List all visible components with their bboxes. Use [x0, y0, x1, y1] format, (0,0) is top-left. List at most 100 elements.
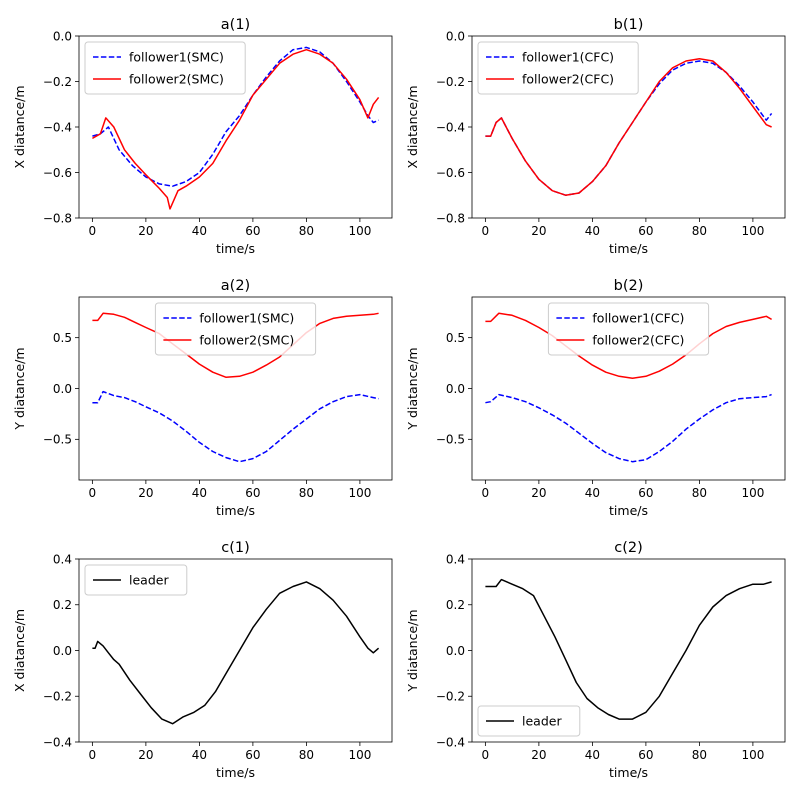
legend: follower1(SMC) follower2(SMC)	[84, 41, 246, 95]
x-tick-label: 40	[192, 486, 207, 500]
x-tick-label: 100	[741, 748, 764, 762]
y-tick-label: 0.0	[446, 382, 465, 396]
x-tick-label: 60	[245, 486, 260, 500]
x-tick-label: 0	[482, 224, 490, 238]
series-line-1	[92, 46, 379, 187]
x-tick-label: 20	[531, 748, 546, 762]
subplot-3: 0 20 40 60 80 100 −0.5 0.0 0.5 a(2) time/s Y diatan…	[12, 278, 393, 518]
x-tick-label: 40	[585, 748, 600, 762]
x-tick-label: 40	[192, 224, 207, 238]
legend-box	[84, 41, 246, 95]
y-tick-label: −0.2	[436, 690, 465, 704]
y-tick-label: −0.8	[43, 211, 72, 225]
legend-label: follower1(CFC)	[522, 50, 614, 65]
x-tick-label: 80	[299, 224, 314, 238]
x-tick-label: 0	[89, 486, 97, 500]
x-tick-label: 60	[638, 486, 653, 500]
y-tick-label: −0.6	[436, 166, 465, 180]
x-tick-label: 60	[245, 224, 260, 238]
y-tick-label: 0.5	[53, 331, 72, 345]
series-line-1	[92, 581, 380, 725]
x-axis-label: time/s	[216, 503, 255, 518]
legend-label: follower2(CFC)	[592, 333, 684, 348]
subplot-2: 0 20 40 60 80 100 −0.8 −0.6 −0.4 −0.2 0.0 b(1) time/…	[405, 17, 786, 256]
x-tick-label: 100	[348, 224, 371, 238]
x-tick-label: 100	[348, 748, 371, 762]
y-tick-label: −0.2	[43, 75, 72, 89]
x-tick-label: 40	[585, 224, 600, 238]
x-axis-label: time/s	[216, 241, 255, 256]
legend-box	[84, 564, 188, 596]
x-tick-label: 80	[299, 748, 314, 762]
legend: follower1(SMC) follower2(SMC)	[154, 302, 317, 356]
y-tick-label: −0.2	[436, 75, 465, 89]
subplot-6: 0 20 40 60 80 100 −0.4 −0.2 0.0 0.2 0.4 c(2) time/s Y…	[405, 540, 786, 780]
x-axis-label: time/s	[609, 241, 648, 256]
y-tick-label: −0.6	[43, 166, 72, 180]
y-tick-label: −0.4	[43, 120, 72, 134]
subplot-title: a(1)	[221, 17, 250, 33]
x-axis-label: time/s	[609, 765, 648, 780]
x-tick-label: 80	[299, 486, 314, 500]
x-axis-label: time/s	[216, 765, 255, 780]
x-tick-label: 0	[482, 486, 490, 500]
y-tick-label: 0.2	[446, 598, 465, 612]
y-tick-label: −0.4	[43, 735, 72, 749]
y-axis-label: X diatance/m	[405, 85, 420, 168]
series-line-2	[92, 48, 380, 210]
legend-label: follower2(SMC)	[129, 72, 224, 87]
y-tick-label: 0.2	[53, 598, 72, 612]
x-tick-label: 20	[138, 224, 153, 238]
y-tick-label: 0.0	[53, 382, 72, 396]
x-tick-label: 60	[245, 748, 260, 762]
legend-label: follower1(SMC)	[199, 311, 294, 326]
y-tick-label: 0.0	[53, 644, 72, 658]
subplot-1: 0 20 40 60 80 100 −0.8 −0.6 −0.4 −0.2 0.0 a(1) time/…	[12, 17, 393, 256]
x-tick-label: 100	[741, 224, 764, 238]
y-tick-label: −0.2	[43, 690, 72, 704]
x-tick-label: 20	[531, 486, 546, 500]
x-tick-label: 0	[482, 748, 490, 762]
subplot-title: c(2)	[614, 540, 643, 556]
x-tick-label: 20	[138, 748, 153, 762]
subplot-5: 0 20 40 60 80 100 −0.4 −0.2 0.0 0.2 0.4 c(1) time/s X…	[12, 540, 393, 780]
x-tick-label: 40	[192, 748, 207, 762]
series-line-1	[485, 578, 772, 720]
legend: leader	[477, 705, 581, 737]
series-line-2	[485, 312, 772, 380]
x-tick-label: 80	[692, 748, 707, 762]
y-axis-label: Y diatance/m	[405, 347, 420, 430]
y-tick-label: 0.0	[446, 644, 465, 658]
series-line-2	[485, 58, 772, 196]
legend-label: follower1(CFC)	[592, 311, 684, 326]
subplot-title: b(1)	[614, 17, 644, 33]
y-axis-label: Y diatance/m	[405, 609, 420, 692]
series-line-2	[92, 312, 379, 379]
y-axis-label: X diatance/m	[12, 609, 27, 692]
series-line-1	[92, 390, 379, 463]
x-tick-label: 60	[638, 224, 653, 238]
series-line-1	[485, 393, 772, 463]
y-tick-label: −0.4	[436, 735, 465, 749]
subplot-title: c(1)	[221, 540, 250, 556]
legend: follower1(CFC) follower2(CFC)	[547, 302, 710, 356]
legend-label: follower2(SMC)	[199, 333, 294, 348]
y-tick-label: −0.4	[436, 120, 465, 134]
y-tick-label: 0.4	[53, 552, 72, 566]
legend-box	[477, 41, 639, 95]
legend-label: follower1(SMC)	[129, 50, 224, 65]
legend-box	[547, 302, 710, 356]
y-axis-label: X diatance/m	[12, 85, 27, 168]
legend-box	[154, 302, 317, 356]
x-tick-label: 40	[585, 486, 600, 500]
subplot-title: a(2)	[221, 278, 250, 294]
legend-box	[477, 705, 581, 737]
y-tick-label: −0.8	[436, 211, 465, 225]
legend: leader	[84, 564, 188, 596]
x-tick-label: 80	[692, 486, 707, 500]
y-tick-label: 0.5	[446, 331, 465, 345]
subplot-4: 0 20 40 60 80 100 −0.5 0.0 0.5 b(2) time/s Y diatan…	[405, 278, 786, 518]
x-tick-label: 80	[692, 224, 707, 238]
y-tick-label: 0.4	[446, 552, 465, 566]
